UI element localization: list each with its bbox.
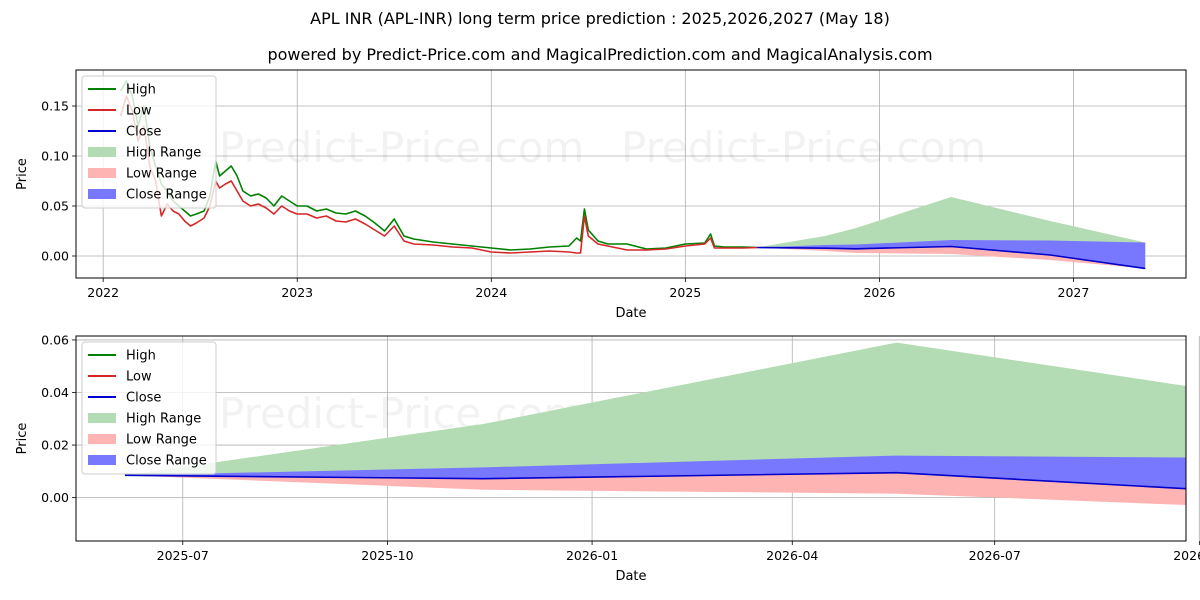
panel1-legend-label-low-range: Low Range xyxy=(126,167,197,182)
panel1-legend-swatch-low-range xyxy=(88,168,116,178)
panel2-xtick-label: 2025-07 xyxy=(157,548,209,563)
panel1-legend-swatch-close-range xyxy=(88,189,116,199)
panel2-legend-label-low: Low xyxy=(126,370,152,385)
panel2-legend: High Low Close High Range Low Range Close Ran… xyxy=(81,341,217,475)
panel1-xtick-label: 2023 xyxy=(281,285,313,300)
panel2-plot-area xyxy=(124,342,1186,506)
panel1-low-range-area xyxy=(757,246,1146,269)
panel2-legend-label-high: High xyxy=(126,349,156,364)
panel1-xtick-label: 2024 xyxy=(475,285,507,300)
panel2-high-range-area xyxy=(124,342,1186,489)
panel1-frame xyxy=(75,69,1187,279)
panel1-yaxis-label: Price xyxy=(15,158,30,190)
panel2-legend-label-close: Close xyxy=(126,391,161,406)
chart-subtitle: powered by Predict-Price.com and Magical… xyxy=(267,45,933,64)
chart-title: APL INR (APL-INR) long term price predic… xyxy=(310,9,890,28)
panel1-legend-label-close-range: Close Range xyxy=(126,188,207,203)
panel2-legend-swatch-high-range xyxy=(88,413,116,423)
panel2-close-range-area xyxy=(124,455,1186,489)
panel1: 2022 2023 2024 2025 2026 2027 0.00 0.05 0.10 0.15… xyxy=(15,69,1187,321)
panel2-ytick-label: 0.02 xyxy=(41,438,69,453)
panel2-xaxis-label: Date xyxy=(615,569,646,584)
panel2-yaxis-label: Price xyxy=(15,423,30,455)
panel1-xtick-label: 2025 xyxy=(669,285,701,300)
panel2-legend-swatch-low-range xyxy=(88,434,116,444)
panel1-xaxis-label: Date xyxy=(615,306,646,321)
panel1-ytick-label: 0.10 xyxy=(41,149,69,164)
panel1-watermark: Predict-Price.com xyxy=(621,123,986,172)
panel2-low-range-area xyxy=(124,472,1186,506)
panel2-frame xyxy=(75,335,1187,542)
panel1-xtick-label: 2026 xyxy=(863,285,895,300)
panel2: 2025-07 2025-10 2026-01 2026-04 2026-07 2026-… xyxy=(15,332,1200,584)
panel1-legend-label-high-range: High Range xyxy=(126,146,201,161)
panel2-legend-label-high-range: High Range xyxy=(126,412,201,427)
panel1-ytick-label: 0.05 xyxy=(41,199,69,214)
panel2-close-line xyxy=(124,471,1186,490)
panel1-ytick-label: 0.00 xyxy=(41,249,69,264)
panel2-ytick-label: 0.00 xyxy=(41,490,69,505)
panel2-xtick-label: 2026-01 xyxy=(566,548,618,563)
panel2-ytick-label: 0.06 xyxy=(41,332,69,347)
panel2-ytick-label: 0.04 xyxy=(41,385,69,400)
panel1-legend-label-low: Low xyxy=(126,104,152,119)
panel2-xtick-label: 2026-10 xyxy=(1173,548,1200,563)
panel1-watermark: Predict-Price.com xyxy=(219,123,584,172)
panel1-high-line xyxy=(119,80,758,251)
panel2-xtick-label: 2026-07 xyxy=(969,548,1021,563)
panel2-legend-label-low-range: Low Range xyxy=(126,433,197,448)
panel1-close-range-area xyxy=(757,240,1146,269)
panel1-plot-area xyxy=(119,80,1146,270)
panel1-xtick-label: 2027 xyxy=(1058,285,1090,300)
panel1-close-line xyxy=(757,245,1146,270)
panel2-xtick-label: 2026-04 xyxy=(766,548,818,563)
panel1-ytick-label: 0.15 xyxy=(41,99,69,114)
panel1-low-line xyxy=(119,95,758,254)
panel1-legend-label-close: Close xyxy=(126,125,161,140)
panel2-xtick-label: 2025-10 xyxy=(361,548,413,563)
panel1-legend-swatch-high-range xyxy=(88,147,116,157)
panel2-legend-swatch-close-range xyxy=(88,455,116,465)
panel2-legend-label-close-range: Close Range xyxy=(126,454,207,469)
panel1-xtick-label: 2022 xyxy=(87,285,119,300)
panel1-legend-label-high: High xyxy=(126,83,156,98)
panel1-legend: High Low Close High Range Low Range Close Ran… xyxy=(81,75,217,209)
